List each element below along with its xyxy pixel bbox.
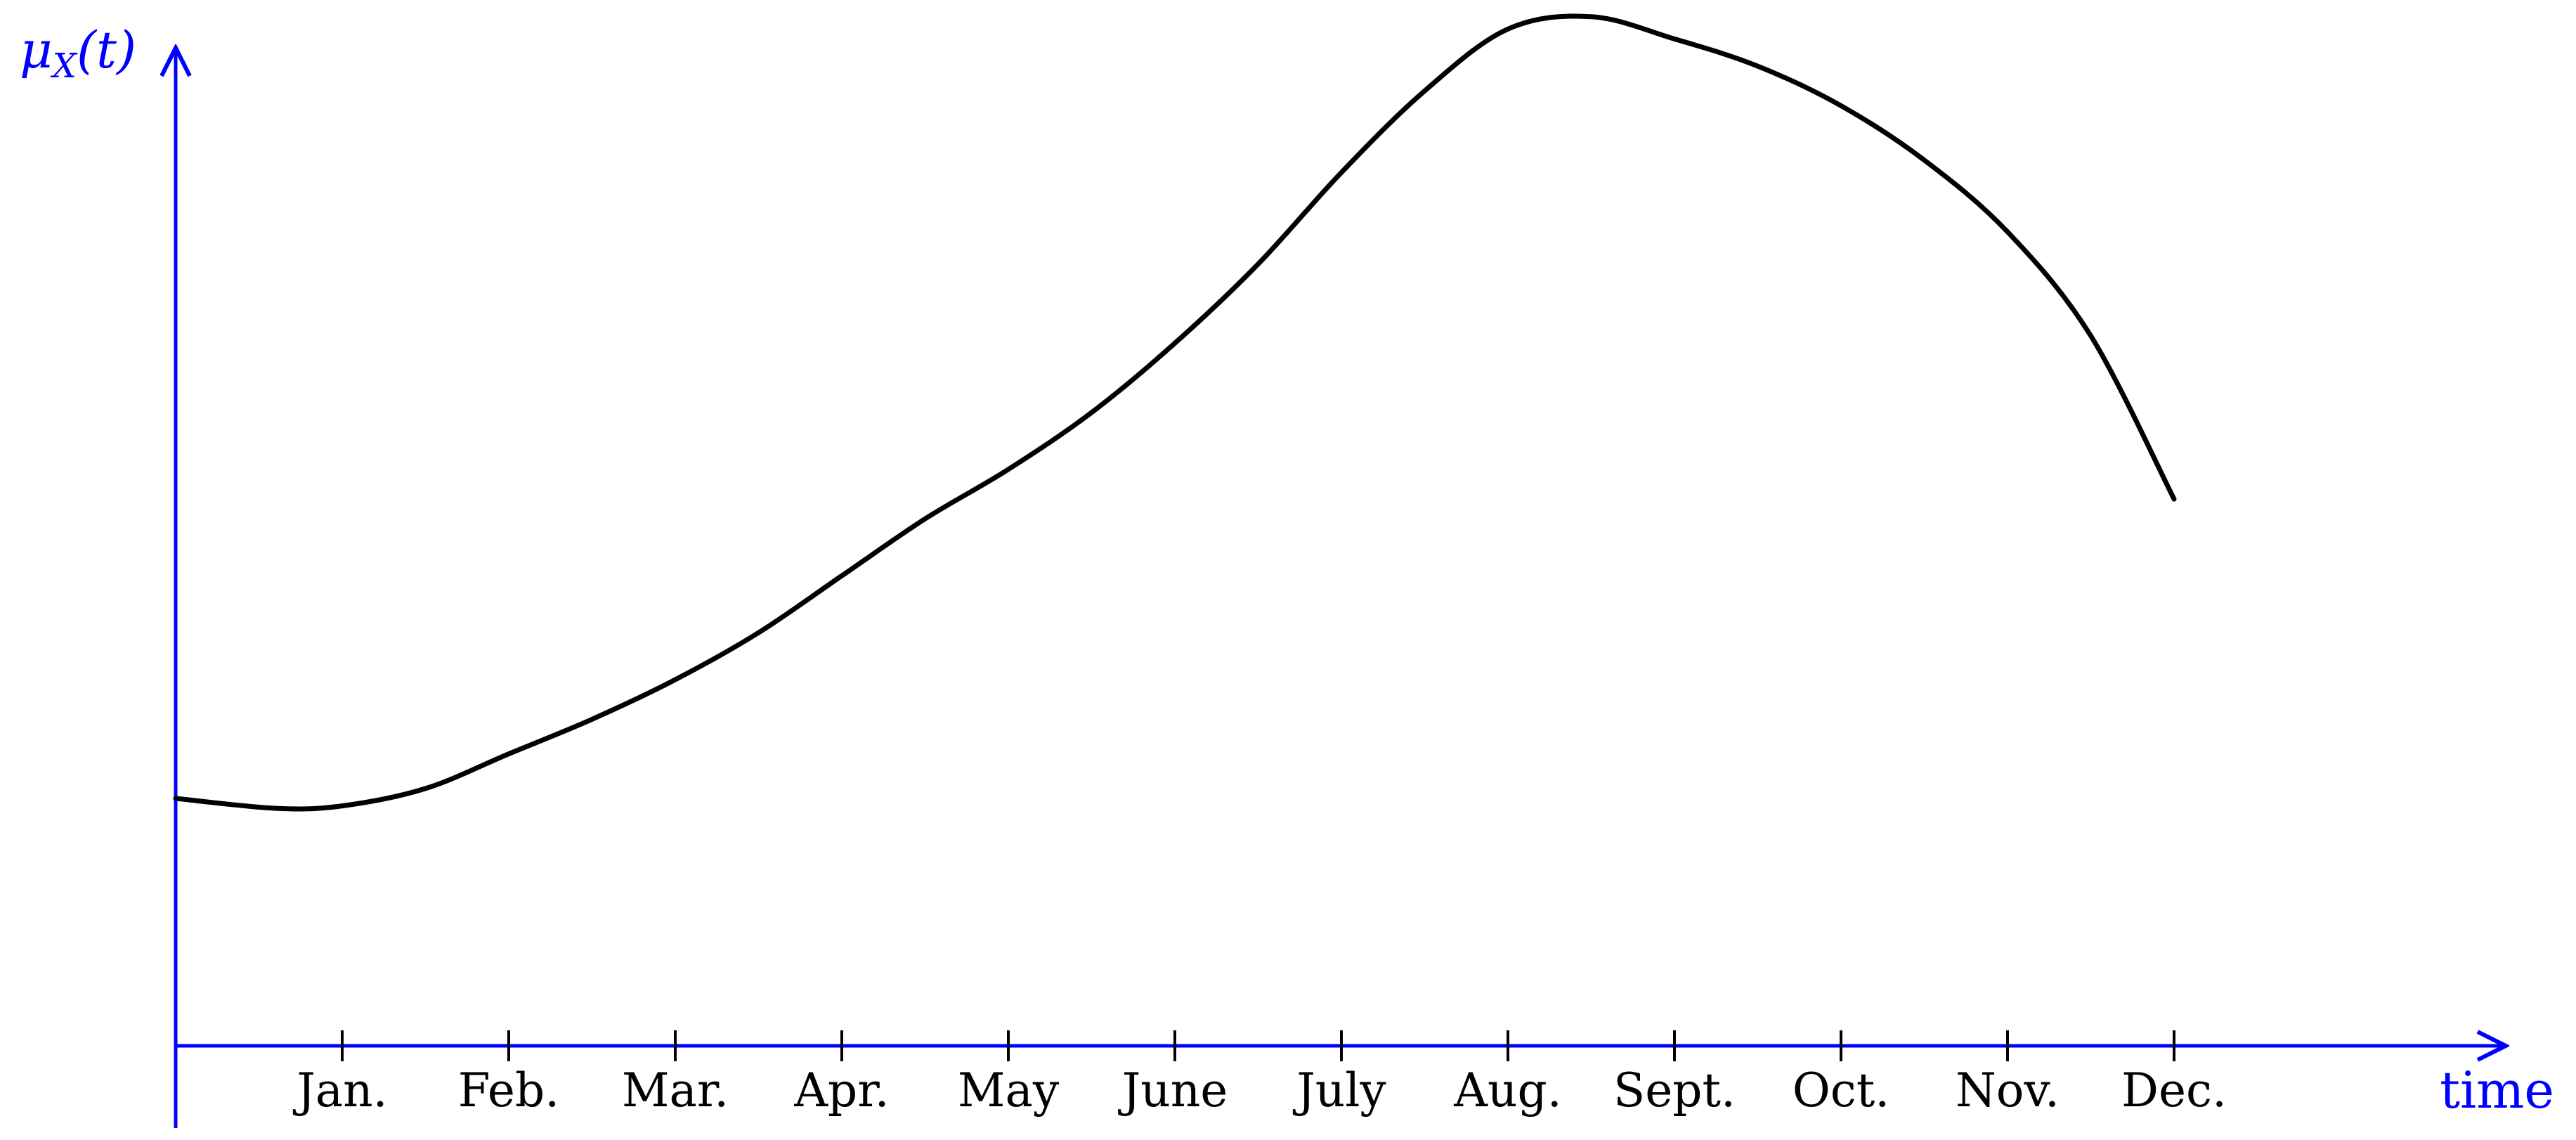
x-tick-label-8: Aug. bbox=[1453, 1063, 1561, 1118]
x-tick-labels: Jan. Feb. Mar. Apr. May June July Aug. Sept. Oct.… bbox=[292, 1063, 2227, 1118]
x-tick-label-11: Nov. bbox=[1956, 1063, 2060, 1118]
x-tick-label-4: Apr. bbox=[793, 1063, 889, 1118]
x-ticks bbox=[341, 1030, 2175, 1061]
y-axis-title-subscript: X bbox=[50, 46, 78, 86]
x-tick-label-2: Feb. bbox=[458, 1063, 559, 1118]
x-tick-label-1: Jan. bbox=[292, 1063, 387, 1118]
y-axis-title-argument: (t) bbox=[77, 20, 136, 79]
x-tick-label-5: May bbox=[958, 1063, 1060, 1118]
y-axis-title: μX(t) bbox=[20, 20, 136, 86]
x-tick-label-3: Mar. bbox=[622, 1063, 729, 1118]
x-tick-label-12: Dec. bbox=[2121, 1063, 2227, 1118]
y-axis-title-mu: μ bbox=[20, 20, 53, 79]
x-tick-label-10: Oct. bbox=[1793, 1063, 1890, 1118]
x-tick-label-9: Sept. bbox=[1613, 1063, 1736, 1118]
x-tick-label-7: July bbox=[1292, 1063, 1386, 1118]
x-tick-label-6: June bbox=[1118, 1063, 1228, 1118]
mean-curve bbox=[173, 13, 2177, 812]
x-axis-title: time bbox=[2440, 1061, 2554, 1120]
